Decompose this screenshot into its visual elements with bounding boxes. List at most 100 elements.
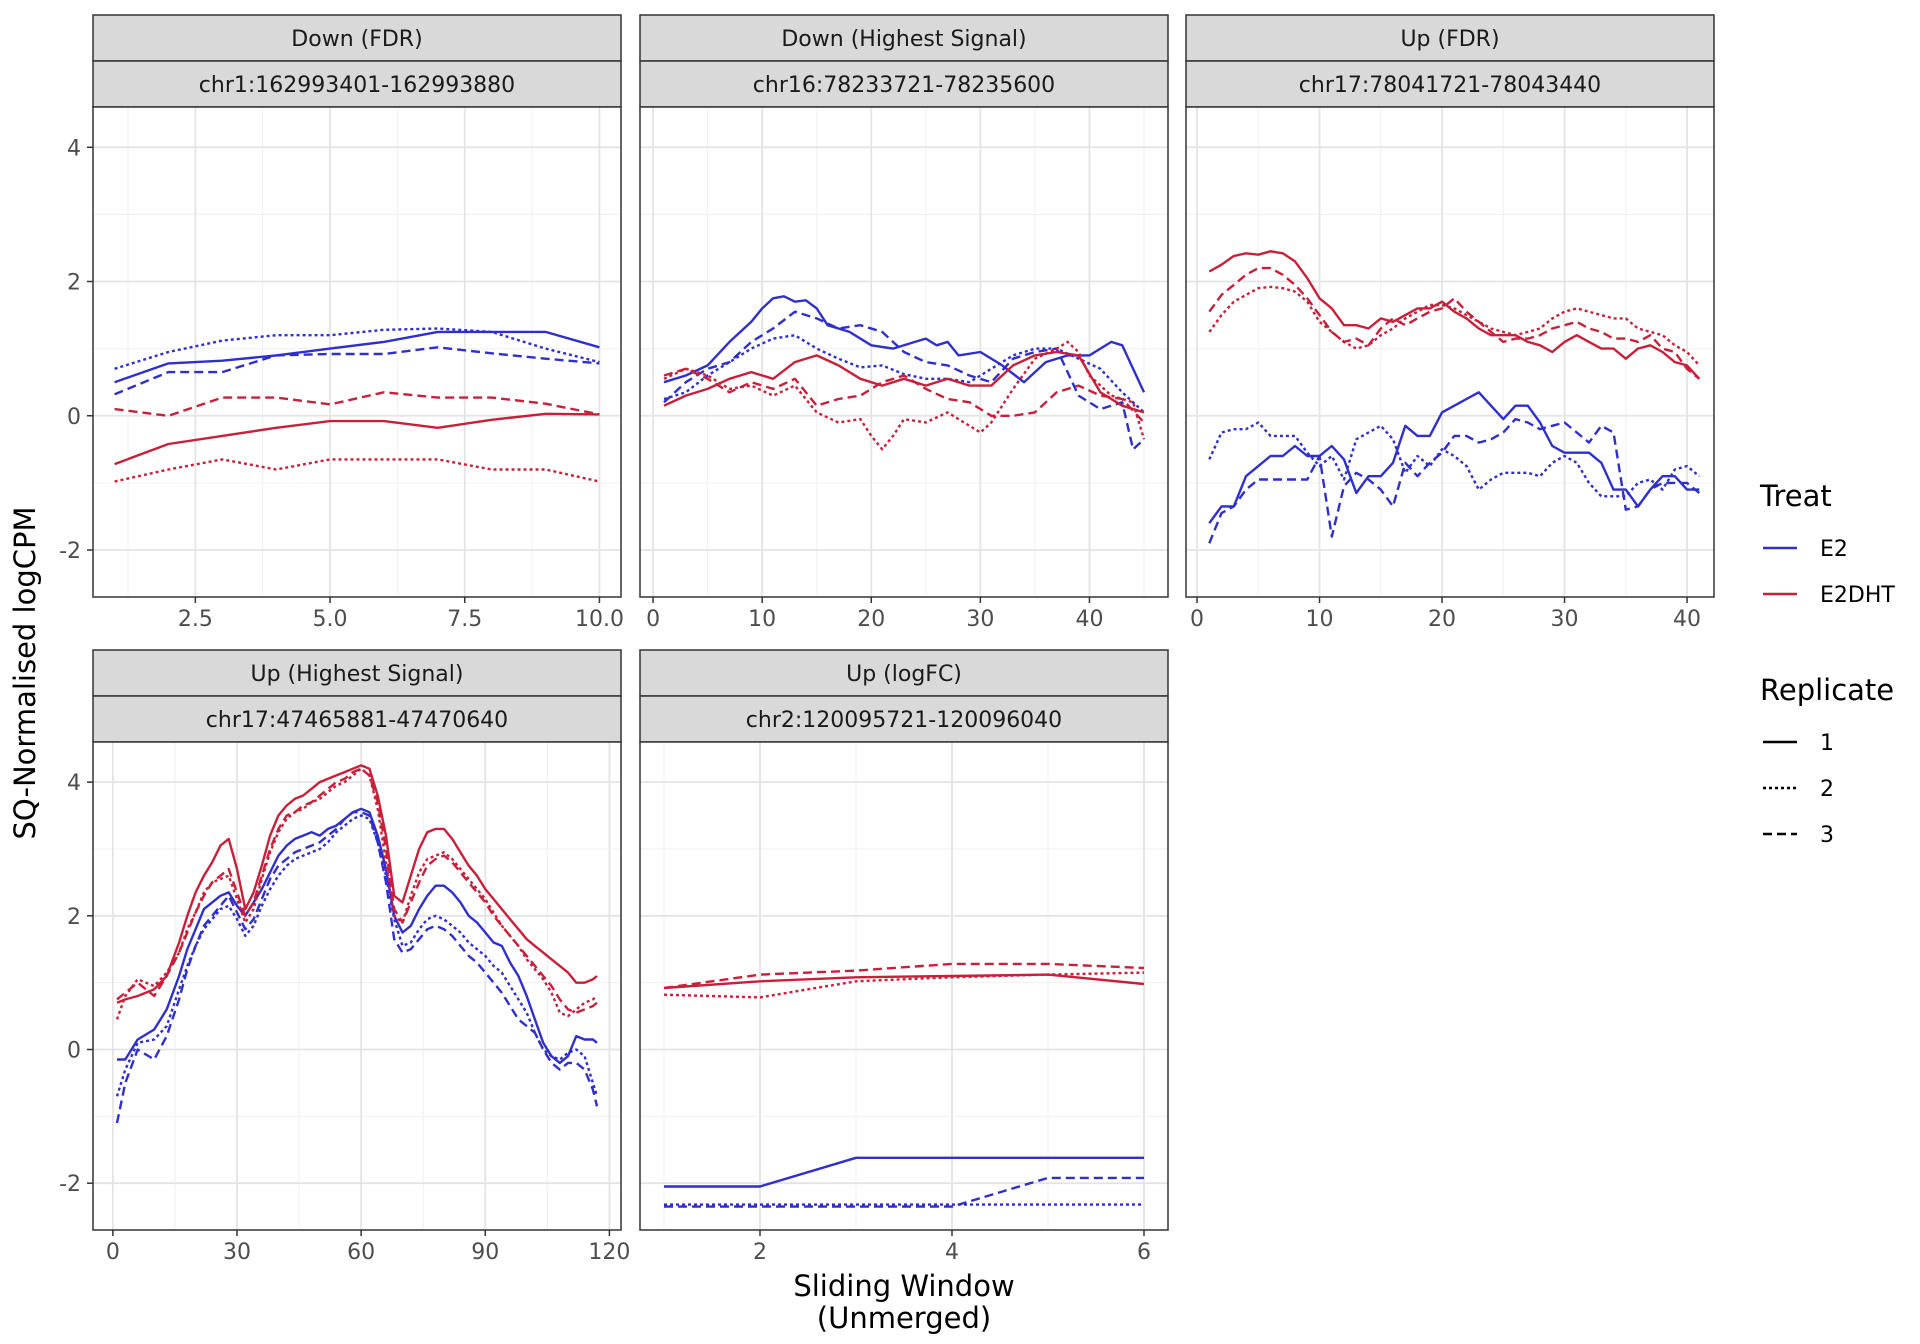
- y-tick-label: 0: [67, 405, 81, 430]
- series-line-e2-rep2: [1208, 421, 1701, 498]
- facet-subtitle: chr17:47465881-47470640: [206, 708, 508, 733]
- x-tick-label: 30: [966, 607, 994, 632]
- x-tick-label: 20: [1428, 607, 1456, 632]
- strip-subtitle-box: [639, 695, 1169, 743]
- x-tick-label: 5.0: [313, 607, 348, 632]
- x-tick-label: 120: [588, 1240, 630, 1265]
- legend-label-replicate-3: 3: [1820, 823, 1834, 848]
- series-line-e2-rep2: [115, 814, 599, 1097]
- facet-panel-4: Up (Highest Signal) chr17:47465881-474706…: [59, 649, 630, 1265]
- series-line-e2-rep3: [664, 1176, 1144, 1208]
- panel-background: [93, 742, 621, 1230]
- x-tick-label: 40: [1075, 607, 1103, 632]
- series-line-e2dht-rep3: [663, 962, 1145, 990]
- legend-label-e2: E2: [1820, 537, 1848, 562]
- y-tick-label: -2: [59, 539, 81, 564]
- legend: Treat E2 E2DHT Replicate 1 2 3: [1759, 479, 1895, 848]
- series-line-e2dht-rep2: [663, 971, 1145, 999]
- series-line-e2dht-rep2: [1208, 285, 1701, 367]
- x-tick-label: 0: [646, 607, 660, 632]
- strip-title-box: [1185, 14, 1715, 62]
- strip-subtitle-box: [92, 60, 622, 108]
- x-tick-label: 10.0: [575, 607, 624, 632]
- y-tick-label: 4: [67, 136, 81, 161]
- legend-label-e2dht: E2DHT: [1820, 583, 1895, 608]
- legend-treat-title: Treat: [1759, 479, 1832, 513]
- y-tick-label: 0: [67, 1039, 81, 1064]
- series-line-e2-rep1: [117, 807, 598, 1065]
- x-tick-label: 4: [945, 1240, 959, 1265]
- panel-border: [639, 741, 1169, 1231]
- series-line-e2dht-rep1: [116, 764, 598, 1004]
- y-tick-label: 2: [67, 271, 81, 296]
- legend-replicate-title: Replicate: [1760, 673, 1894, 707]
- series-line-e2-rep3: [115, 811, 599, 1124]
- facet-title: Down (FDR): [291, 27, 422, 52]
- series-line-e2dht-rep3: [116, 767, 598, 1014]
- series-line-e2-rep2: [663, 334, 1145, 414]
- series-line-e2-rep1: [664, 1156, 1144, 1188]
- series-line-e2dht-rep3: [663, 367, 1145, 424]
- x-tick-label: 10: [1306, 607, 1334, 632]
- series-line-e2-rep2: [114, 327, 600, 370]
- x-tick-label: 7.5: [447, 607, 482, 632]
- series-line-e2dht-rep3: [114, 391, 600, 417]
- x-tick-label: 30: [1551, 607, 1579, 632]
- panel-border: [1185, 106, 1715, 598]
- facet-subtitle: chr2:120095721-120096040: [746, 708, 1062, 733]
- facet-panel-1: Down (FDR) chr1:162993401-162993880 2.5 5.0…: [59, 14, 624, 632]
- panel-border: [92, 106, 622, 598]
- facet-panels: Down (FDR) chr1:162993401-162993880 2.5 5.0…: [59, 14, 1715, 1265]
- facet-panel-5: Up (logFC) chr2:120095721-120096040 2 4 6: [639, 649, 1169, 1265]
- series-line-e2-rep3: [663, 310, 1145, 451]
- x-tick-label: 2.5: [178, 607, 213, 632]
- panel-background: [640, 742, 1168, 1230]
- x-tick-label: 10: [748, 607, 776, 632]
- x-tick-label: 6: [1137, 1240, 1151, 1265]
- series-line-e2-rep1: [1208, 391, 1700, 524]
- y-axis-title: SQ-Normalised logCPM: [8, 506, 42, 839]
- y-tick-label: 2: [67, 905, 81, 930]
- facet-subtitle: chr17:78041721-78043440: [1299, 73, 1601, 98]
- x-tick-label: 90: [471, 1240, 499, 1265]
- facet-panel-3: Up (FDR) chr17:78041721-78043440 0 10 20 30 40: [1185, 14, 1715, 632]
- x-axis-title-line2: (Unmerged): [817, 1301, 991, 1335]
- facet-title: Up (logFC): [846, 662, 962, 687]
- legend-label-replicate-1: 1: [1820, 731, 1834, 756]
- strip-title-box: [92, 14, 622, 62]
- facet-title: Up (Highest Signal): [251, 662, 464, 687]
- series-line-e2dht-rep1: [1208, 250, 1701, 380]
- x-tick-label: 60: [347, 1240, 375, 1265]
- series-line-e2-rep1: [114, 330, 600, 384]
- series-line-e2dht-rep1: [663, 350, 1145, 414]
- x-tick-label: 2: [753, 1240, 767, 1265]
- legend-label-replicate-2: 2: [1820, 777, 1834, 802]
- panel-background: [93, 107, 621, 597]
- strip-subtitle-box: [92, 695, 622, 743]
- y-tick-label: 4: [67, 771, 81, 796]
- x-tick-label: 40: [1673, 607, 1701, 632]
- x-tick-label: 20: [857, 607, 885, 632]
- panel-border: [92, 741, 622, 1231]
- x-tick-label: 0: [106, 1240, 120, 1265]
- panel-border: [639, 106, 1169, 598]
- series-line-e2-rep3: [114, 346, 600, 396]
- facet-title: Up (FDR): [1400, 27, 1499, 52]
- x-tick-label: 0: [1190, 607, 1204, 632]
- facet-panel-2: Down (Highest Signal) chr16:78233721-7823…: [639, 14, 1169, 632]
- series-line-e2dht-rep2: [114, 458, 600, 483]
- x-tick-label: 30: [223, 1240, 251, 1265]
- strip-subtitle-box: [639, 60, 1169, 108]
- series-line-e2dht-rep1: [114, 412, 600, 466]
- y-tick-label: -2: [59, 1172, 81, 1197]
- series-line-e2dht-rep1: [663, 973, 1145, 990]
- series-line-e2dht-rep3: [1208, 266, 1701, 380]
- series-line-e2dht-rep2: [663, 340, 1146, 451]
- series-line-e2-rep3: [1208, 417, 1701, 544]
- facet-subtitle: chr16:78233721-78235600: [753, 73, 1055, 98]
- facet-subtitle: chr1:162993401-162993880: [199, 73, 515, 98]
- x-axis-title-line1: Sliding Window: [793, 1269, 1014, 1303]
- facet-title: Down (Highest Signal): [781, 27, 1026, 52]
- strip-subtitle-box: [1185, 60, 1715, 108]
